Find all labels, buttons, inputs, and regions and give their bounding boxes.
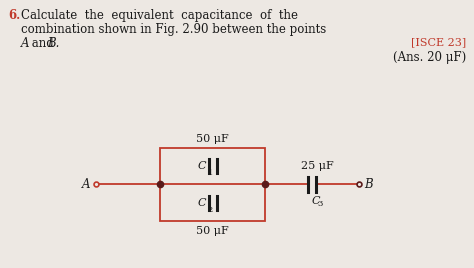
Text: 50 μF: 50 μF: [196, 134, 229, 144]
Bar: [161, 148, 265, 221]
Text: A: A: [21, 37, 30, 50]
Text: 2: 2: [208, 206, 213, 214]
Text: (Ans. 20 μF): (Ans. 20 μF): [393, 51, 466, 64]
Text: [ISCE 23]: [ISCE 23]: [411, 37, 466, 47]
Text: C: C: [312, 196, 320, 206]
Text: Calculate  the  equivalent  capacitance  of  the: Calculate the equivalent capacitance of …: [21, 9, 298, 22]
Text: and: and: [28, 37, 58, 50]
Text: C: C: [197, 161, 206, 171]
Text: C: C: [197, 198, 206, 208]
Text: 3: 3: [317, 200, 322, 208]
Text: 1: 1: [208, 169, 213, 177]
Text: B: B: [364, 178, 373, 191]
Text: 25 μF: 25 μF: [301, 161, 333, 171]
Text: A: A: [82, 178, 91, 191]
Text: 6.: 6.: [9, 9, 20, 22]
Text: 50 μF: 50 μF: [196, 226, 229, 236]
Text: combination shown in Fig. 2.90 between the points: combination shown in Fig. 2.90 between t…: [21, 23, 327, 36]
Text: B.: B.: [47, 37, 60, 50]
